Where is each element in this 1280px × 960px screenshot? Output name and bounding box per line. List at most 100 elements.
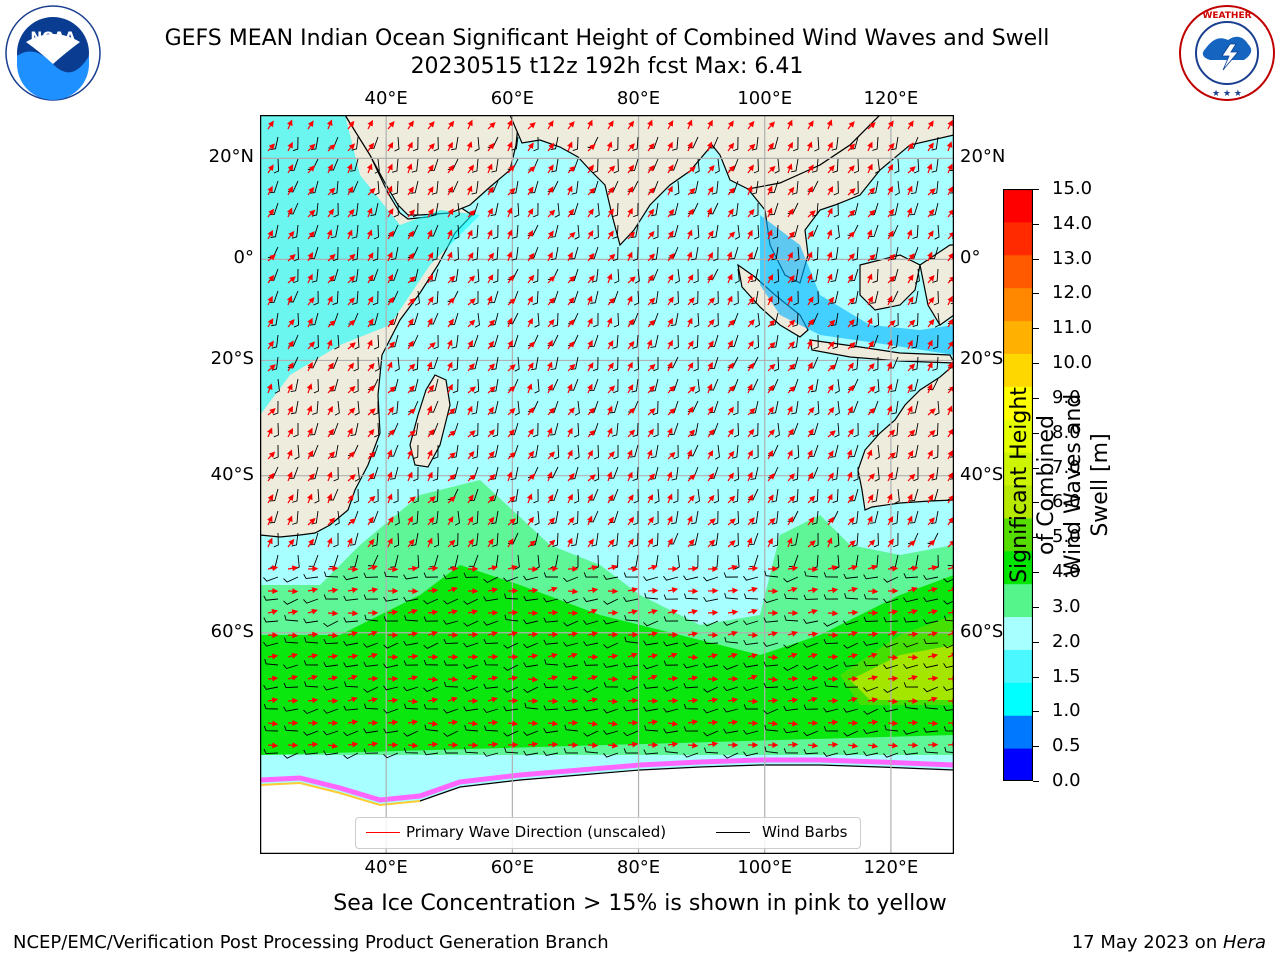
wind-barb xyxy=(410,180,419,194)
wave-direction-arrowhead xyxy=(667,317,673,325)
wave-direction-arrowhead xyxy=(469,474,476,481)
wave-direction-arrowhead xyxy=(371,652,378,659)
wind-barb xyxy=(811,510,819,525)
wave-direction-arrowhead xyxy=(926,163,933,170)
wind-barb xyxy=(894,488,900,504)
wave-direction-arrowhead xyxy=(852,675,859,682)
wave-direction-arrowhead xyxy=(351,719,359,726)
wind-barb xyxy=(603,642,619,649)
wave-direction-arrowhead xyxy=(688,429,696,436)
wind-barb xyxy=(643,683,659,689)
wind-barb xyxy=(848,400,859,413)
wind-barb xyxy=(523,750,539,756)
wind-barb xyxy=(413,466,419,482)
wind-barb xyxy=(388,268,399,281)
wave-direction-arrowhead xyxy=(588,252,595,260)
wind-barb xyxy=(943,663,954,669)
wind-barb xyxy=(283,752,299,759)
wind-barb xyxy=(403,686,419,692)
wind-barb xyxy=(883,664,899,670)
wave-direction-arrowhead xyxy=(572,697,579,704)
wave-direction-arrowhead xyxy=(667,515,673,523)
wind-barb xyxy=(632,334,639,349)
wind-barb xyxy=(863,729,879,735)
wind-barb xyxy=(394,510,400,526)
wave-direction-arrowhead xyxy=(572,742,579,749)
wave-direction-arrowhead xyxy=(767,494,774,501)
wave-direction-arrowhead xyxy=(608,385,616,392)
wave-direction-arrowhead xyxy=(606,273,613,280)
wind-barb xyxy=(852,246,859,261)
wind-barb xyxy=(751,290,759,305)
wind-barb xyxy=(283,682,299,688)
wave-direction-arrowhead xyxy=(772,720,779,727)
wind-barb xyxy=(374,180,380,196)
wind-barb xyxy=(912,312,919,328)
wave-direction-arrowhead xyxy=(428,516,435,524)
wave-direction-arrowhead xyxy=(529,540,536,547)
wind-barb xyxy=(943,726,954,732)
wave-direction-arrowhead xyxy=(687,406,694,413)
wave-direction-arrowhead xyxy=(466,141,473,148)
wave-direction-arrowhead xyxy=(292,632,299,639)
wave-direction-arrowhead xyxy=(287,185,294,193)
wind-barb xyxy=(563,576,579,583)
wave-direction-arrowhead xyxy=(628,164,635,172)
wind-barb xyxy=(369,312,379,326)
wind-barb xyxy=(564,724,579,732)
colorbar-segment xyxy=(1003,320,1033,354)
wave-direction-arrowhead xyxy=(366,229,373,237)
wave-direction-arrowhead xyxy=(369,187,376,195)
wave-direction-arrowhead xyxy=(392,566,399,573)
wave-direction-arrowhead xyxy=(708,297,715,304)
wind-barb xyxy=(343,575,359,581)
wind-barb xyxy=(603,730,619,735)
wave-direction-arrowhead xyxy=(349,518,356,525)
wind-barb xyxy=(304,681,319,688)
wind-barb xyxy=(443,708,459,714)
wave-direction-arrowhead xyxy=(788,428,794,436)
wave-direction-arrowhead xyxy=(852,720,859,726)
wave-direction-arrowhead xyxy=(506,229,513,237)
wave-direction-arrowhead xyxy=(812,566,819,573)
wind-barb xyxy=(469,488,479,502)
wave-direction-arrowhead xyxy=(631,652,638,659)
wave-direction-arrowhead xyxy=(487,229,493,237)
wind-barb xyxy=(734,554,740,570)
wind-barb xyxy=(772,224,779,239)
wind-barb xyxy=(433,136,439,152)
wind-barb xyxy=(863,661,879,667)
wave-direction-arrowhead xyxy=(267,318,274,325)
wave-direction-arrowhead xyxy=(307,450,314,457)
wave-direction-arrowhead xyxy=(826,537,833,544)
wave-direction-arrowhead xyxy=(667,339,673,347)
wave-direction-arrowhead xyxy=(307,361,313,369)
wave-direction-arrowhead xyxy=(891,630,898,637)
wave-direction-arrowhead xyxy=(347,427,353,435)
wind-barb xyxy=(612,224,619,239)
wave-direction-arrowhead xyxy=(708,472,715,480)
wind-barb xyxy=(284,725,299,732)
wind-barb xyxy=(383,642,399,649)
wave-direction-arrowhead xyxy=(929,408,936,415)
wind-barb xyxy=(863,574,879,580)
colorbar-segment xyxy=(1003,616,1033,650)
colorbar-tick-mark xyxy=(1033,572,1039,574)
wind-barb xyxy=(571,180,579,195)
wave-direction-arrowhead xyxy=(707,406,714,413)
wave-direction-arrowhead xyxy=(609,253,616,261)
wind-barb xyxy=(932,356,939,371)
wave-direction-arrowhead xyxy=(508,274,515,282)
wind-barb xyxy=(690,532,699,546)
wave-direction-arrowhead xyxy=(587,317,593,325)
wind-barb xyxy=(583,572,599,578)
wind-barb xyxy=(452,532,459,548)
wave-direction-arrowhead xyxy=(552,565,559,572)
wind-barb xyxy=(612,202,619,218)
wave-direction-arrowhead xyxy=(728,142,735,150)
wind-barb xyxy=(853,158,859,174)
wave-direction-arrowhead xyxy=(492,609,499,616)
wave-direction-arrowhead xyxy=(368,362,375,370)
wave-direction-arrowhead xyxy=(907,339,913,347)
wave-direction-arrowhead xyxy=(527,317,533,325)
